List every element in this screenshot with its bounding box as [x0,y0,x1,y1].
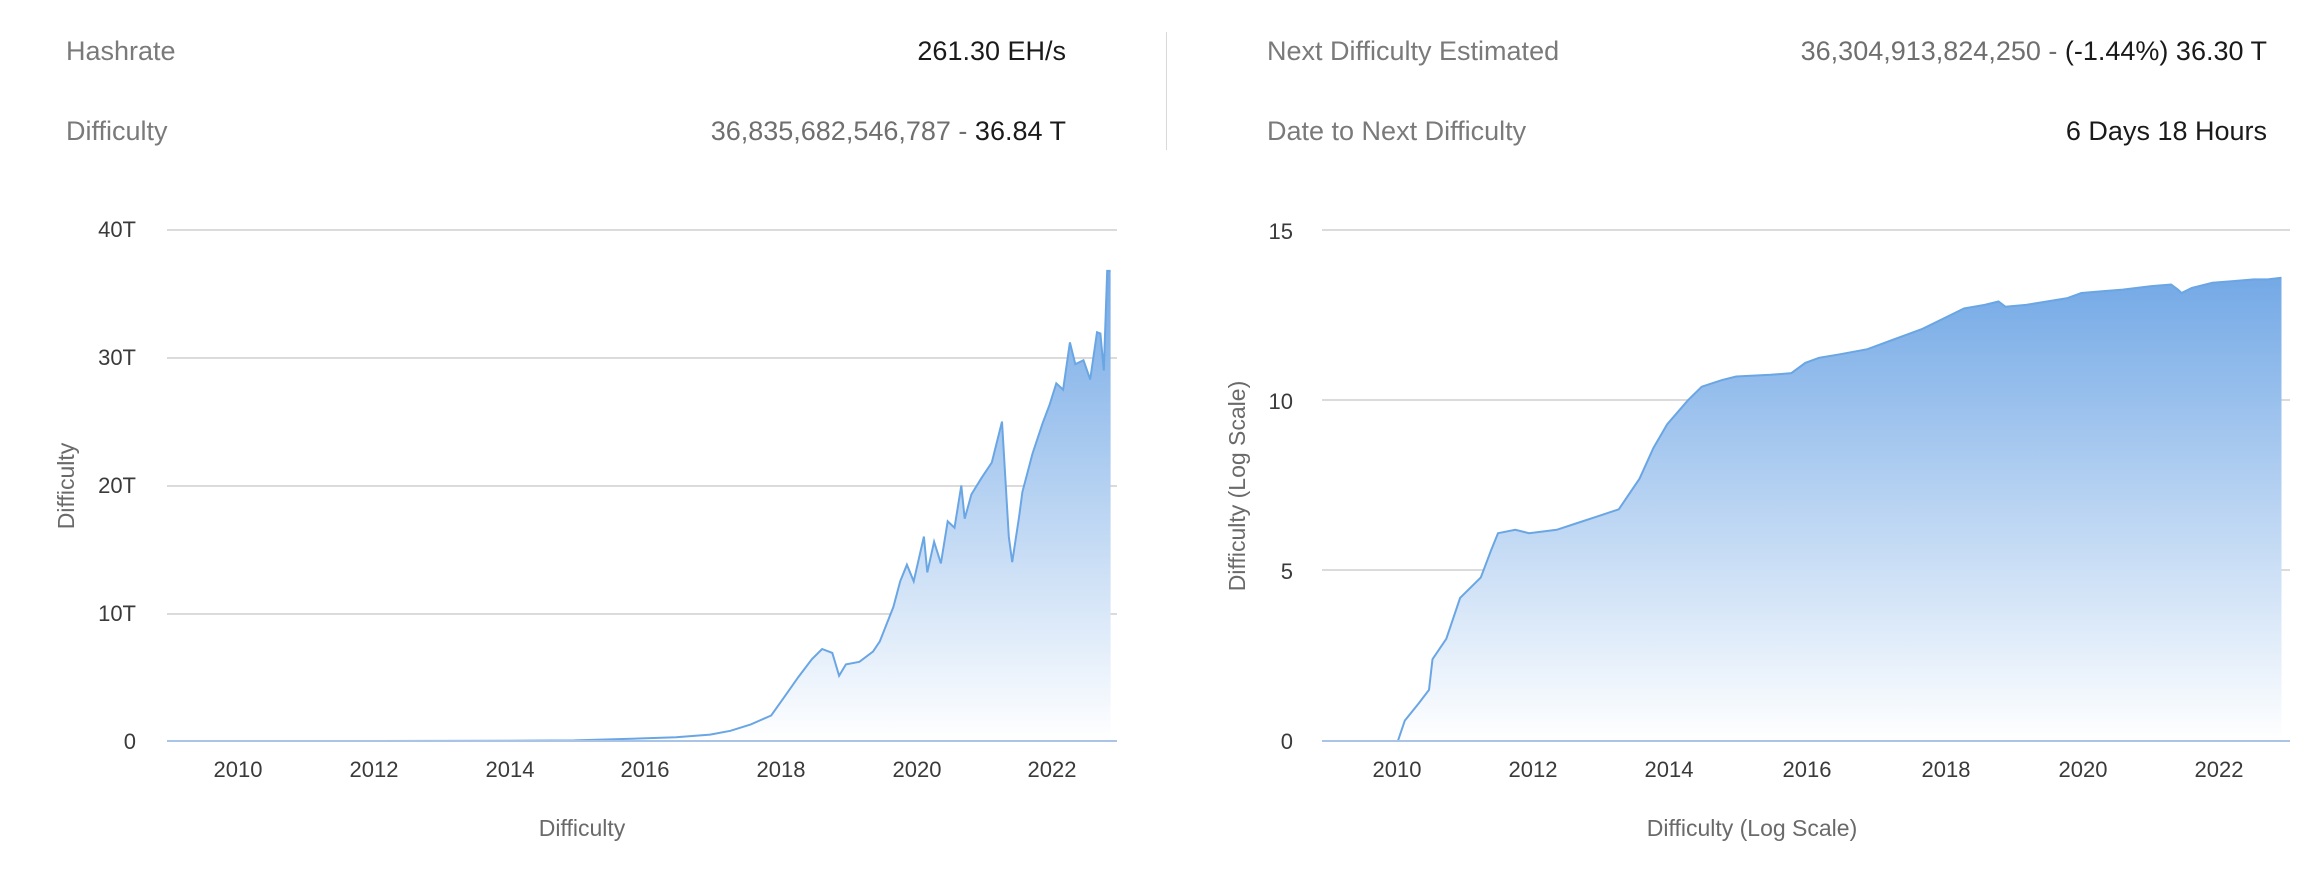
chart1-x-tick-label: 2018 [757,757,806,782]
hashrate-label: Hashrate [66,35,176,66]
chart2-y-tick-label: 10 [1269,389,1293,414]
chart2-y-tick-label: 15 [1269,219,1293,244]
chart1-x-tick-label: 2010 [214,757,263,782]
stat-difficulty: Difficulty 36,835,682,546,787 - 36.84 T [66,106,1066,156]
chart2-x-tick-label: 2014 [1645,757,1694,782]
stats-panel: Hashrate 261.30 EH/s Difficulty 36,835,6… [0,0,2306,160]
next-difficulty-separator: - [2040,35,2065,66]
chart2-x-tick-label: 2016 [1783,757,1832,782]
chart1-x-tick-label: 2012 [350,757,399,782]
hashrate-value: 261.30 EH/s [917,35,1066,66]
difficulty-value: 36,835,682,546,787 - 36.84 T [711,116,1066,147]
chart-difficulty-log: 0 5 10 15 2010 2012 2014 2016 2018 2020 … [1224,219,2290,841]
chart2-x-tick-label: 2022 [2195,757,2244,782]
chart2-x-tick-label: 2020 [2059,757,2108,782]
chart1-x-tick-label: 2020 [893,757,942,782]
chart1-y-tick-label: 40T [98,217,136,242]
chart2-area [1325,277,2282,741]
chart1-x-tick-label: 2022 [1028,757,1077,782]
chart1-x-tick-label: 2014 [486,757,535,782]
stat-next-difficulty: Next Difficulty Estimated 36,304,913,824… [1267,26,2267,76]
stats-divider [1166,32,1167,150]
chart2-y-tick-label: 0 [1281,729,1293,754]
chart1-line [170,269,1111,742]
chart1-y-tick-label: 10T [98,601,136,626]
stat-hashrate: Hashrate 261.30 EH/s [66,26,1066,76]
difficulty-number: 36,835,682,546,787 [710,115,951,146]
chart2-x-tick-label: 2018 [1922,757,1971,782]
chart2-x-tick-label: 2012 [1509,757,1558,782]
next-difficulty-change: (-1.44%) [2064,35,2169,66]
stat-date-next: Date to Next Difficulty 6 Days 18 Hours [1267,106,2267,156]
chart2-x-tick-label: 2010 [1373,757,1422,782]
chart-difficulty-linear: 0 10T 20T 30T 40T 2010 2012 2014 2016 20… [53,217,1117,841]
chart1-area [170,270,1111,741]
date-next-value: 6 Days 18 Hours [2065,115,2267,146]
next-difficulty-short: 36.30 T [2175,35,2267,66]
next-difficulty-label: Next Difficulty Estimated [1267,35,1560,66]
difficulty-label: Difficulty [66,115,168,146]
chart1-x-tick-label: 2016 [621,757,670,782]
difficulty-short: 36.84 T [974,115,1066,146]
chart1-y-tick-label: 0 [124,729,136,754]
chart2-line [1325,276,2282,742]
chart1-x-axis-title: Difficulty [539,815,626,841]
chart2-y-tick-label: 5 [1281,559,1293,584]
next-difficulty-number: 36,304,913,824,250 [1800,35,2041,66]
chart2-x-axis-title: Difficulty (Log Scale) [1647,815,1858,841]
chart1-y-axis-title: Difficulty [53,442,79,529]
next-difficulty-value: 36,304,913,824,250 - (-1.44%) 36.30 T [1801,36,2267,67]
chart1-y-tick-label: 30T [98,345,136,370]
chart1-y-tick-label: 20T [98,473,136,498]
date-next-label: Date to Next Difficulty [1267,115,1527,146]
difficulty-separator: - [950,115,975,146]
chart2-y-axis-title: Difficulty (Log Scale) [1224,381,1250,592]
